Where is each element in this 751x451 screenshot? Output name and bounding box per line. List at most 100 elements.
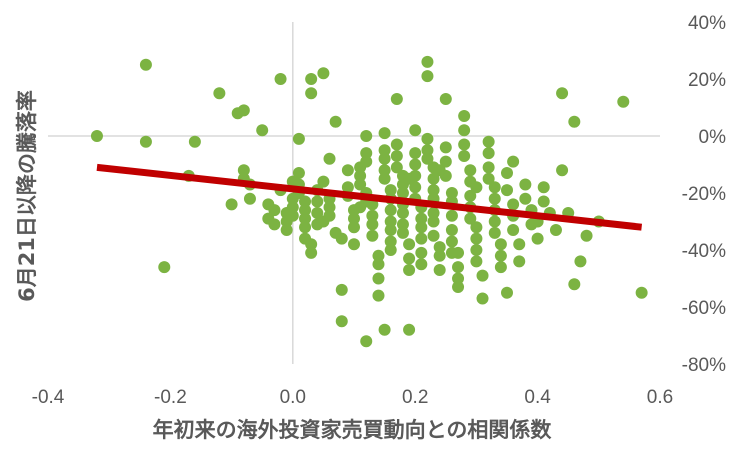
data-point <box>396 226 409 239</box>
data-point <box>415 221 428 234</box>
data-point <box>329 115 342 128</box>
data-point <box>464 189 477 202</box>
data-point <box>519 178 532 191</box>
data-point <box>372 272 385 285</box>
data-point <box>268 218 281 231</box>
data-point <box>470 232 483 245</box>
data-point <box>354 169 367 182</box>
data-point <box>439 155 452 168</box>
data-point <box>396 206 409 219</box>
data-point <box>501 184 513 197</box>
data-point <box>427 215 440 228</box>
data-point <box>317 175 330 188</box>
data-point <box>415 232 428 245</box>
data-point <box>268 204 281 217</box>
data-point <box>409 181 422 194</box>
data-point <box>470 181 483 194</box>
data-point <box>323 209 336 222</box>
data-point <box>421 70 434 83</box>
data-point <box>299 212 312 225</box>
data-point <box>360 335 373 348</box>
data-point <box>574 255 587 268</box>
data-point <box>335 283 348 296</box>
data-point <box>384 184 397 197</box>
data-point <box>372 258 385 271</box>
y-tick-label: -80% <box>682 355 726 376</box>
data-point <box>158 261 171 274</box>
data-point <box>335 315 348 328</box>
data-point <box>90 130 103 142</box>
y-tick-label: 40% <box>688 13 726 34</box>
data-point <box>476 292 489 305</box>
data-point <box>445 235 458 248</box>
data-point <box>341 164 354 177</box>
data-point <box>415 246 428 259</box>
data-point <box>378 172 391 185</box>
data-point <box>396 218 409 231</box>
data-point <box>464 164 477 177</box>
data-point <box>360 130 373 142</box>
data-point <box>354 178 367 191</box>
data-point <box>439 141 452 154</box>
data-point <box>384 244 397 256</box>
data-point <box>494 261 507 274</box>
data-point <box>299 204 312 217</box>
data-point <box>366 218 379 231</box>
data-point <box>507 224 520 237</box>
data-point <box>348 221 360 234</box>
data-point <box>403 263 416 276</box>
x-tick-label: 0.0 <box>280 387 306 408</box>
y-tick-label: 20% <box>688 70 726 91</box>
data-point <box>482 147 495 160</box>
data-point <box>421 152 434 165</box>
data-point <box>384 215 397 228</box>
data-point <box>433 263 446 276</box>
data-point <box>409 124 422 137</box>
x-axis-title: 年初来の海外投資家売買動向との相関係数 <box>153 418 553 442</box>
data-point <box>452 281 465 294</box>
data-point <box>366 229 379 242</box>
data-point <box>378 127 391 140</box>
data-point <box>403 323 416 336</box>
data-point <box>341 181 354 194</box>
y-tick-label: -60% <box>682 298 726 319</box>
data-point <box>549 224 562 237</box>
data-point <box>305 238 318 251</box>
data-point <box>396 187 409 199</box>
data-point <box>256 124 269 137</box>
data-point <box>354 201 367 214</box>
data-point <box>243 192 256 205</box>
data-point <box>384 224 397 237</box>
data-point <box>568 115 581 128</box>
data-point <box>139 58 152 71</box>
data-point <box>360 147 373 160</box>
data-point <box>280 224 293 237</box>
data-point <box>556 164 569 177</box>
data-point <box>470 255 483 268</box>
data-point <box>366 209 379 222</box>
data-point <box>225 198 238 211</box>
data-point <box>415 212 428 225</box>
data-point <box>488 181 501 194</box>
data-point <box>378 323 391 336</box>
data-point <box>384 235 397 248</box>
data-point <box>519 192 532 205</box>
data-point <box>360 155 373 168</box>
data-point <box>348 238 360 251</box>
data-point <box>464 212 477 225</box>
data-point <box>445 187 458 199</box>
data-point <box>409 147 422 160</box>
data-point <box>421 55 434 68</box>
data-point <box>305 73 318 85</box>
data-point <box>482 172 495 185</box>
data-point <box>458 138 471 151</box>
data-point <box>323 152 336 165</box>
data-point <box>568 278 581 291</box>
data-point <box>237 104 250 117</box>
data-point <box>458 149 471 162</box>
data-point <box>311 195 324 208</box>
data-point <box>427 229 440 242</box>
data-point <box>378 164 391 177</box>
data-point <box>421 132 434 145</box>
